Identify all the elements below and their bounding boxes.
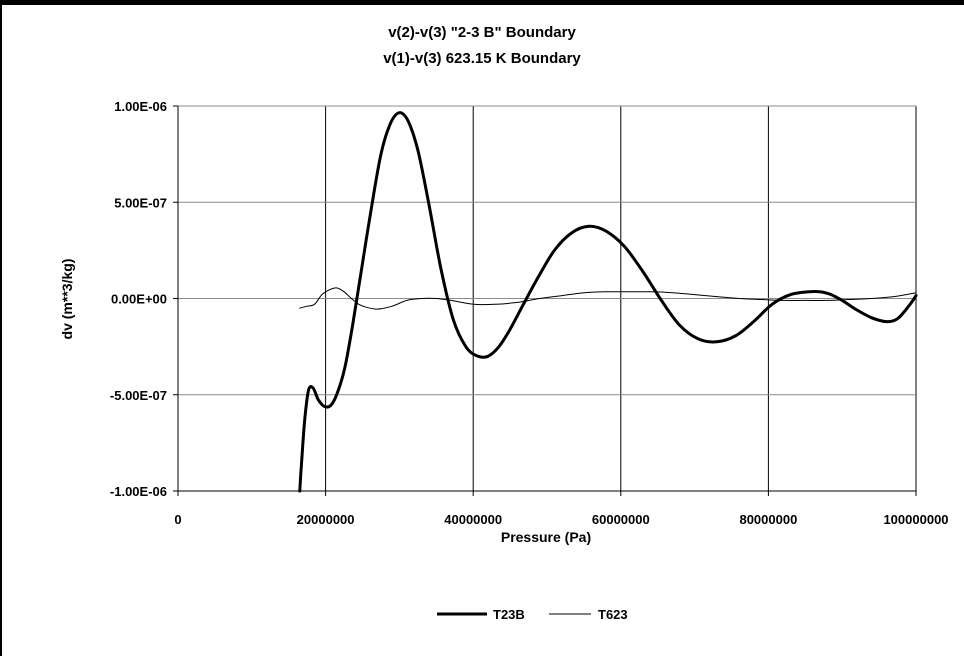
series-line-t23b [298, 111, 918, 493]
x-tick-label: 60000000 [592, 512, 650, 527]
x-tick-label: 100000000 [883, 512, 948, 527]
axes [173, 105, 917, 496]
series-line-t623 [299, 287, 917, 310]
chart-subtitle: v(1)-v(3) 623.15 K Boundary [383, 50, 581, 67]
legend: T23B T623 [437, 607, 628, 622]
x-tick-label: 40000000 [444, 512, 502, 527]
series-lines [298, 111, 918, 493]
x-tick-label: 80000000 [739, 512, 797, 527]
legend-label-t23b: T23B [493, 607, 525, 622]
y-tick-label: 1.00E-06 [114, 99, 167, 114]
y-axis-label: dv (m**3/kg) [59, 259, 75, 340]
y-tick-label: -5.00E-07 [110, 388, 167, 403]
x-axis-label: Pressure (Pa) [501, 529, 591, 545]
x-tick-label: 20000000 [297, 512, 355, 527]
y-tick-label: -1.00E-06 [110, 484, 167, 499]
grid [178, 105, 917, 491]
y-tick-label: 5.00E-07 [114, 195, 167, 210]
y-tick-label: 0.00E+00 [111, 292, 167, 307]
x-tick-label: 0 [174, 512, 181, 527]
chart-title: v(2)-v(3) "2-3 B" Boundary [388, 24, 576, 41]
tick-labels: 0 20000000 40000000 60000000 80000000 1000000… [110, 99, 949, 527]
legend-label-t623: T623 [598, 607, 628, 622]
